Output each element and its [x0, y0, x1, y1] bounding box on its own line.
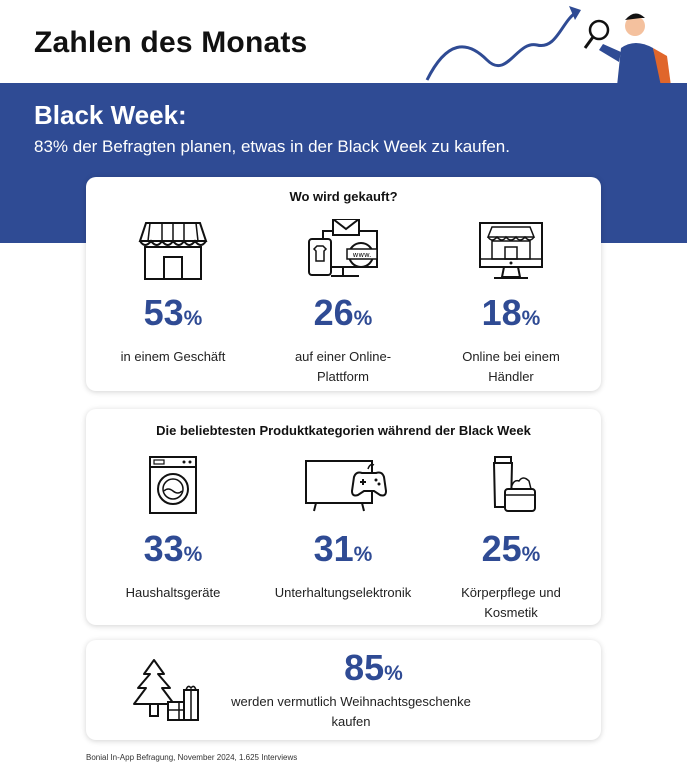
stat-store: 53% in einem Geschäft: [88, 219, 258, 367]
stat-label: Haushaltsgeräte: [125, 585, 221, 600]
card-heading: Die beliebtesten Produktkategorien währe…: [156, 423, 531, 438]
stat-label-line2: Plattform: [316, 369, 369, 384]
stat-value: 31: [313, 528, 354, 569]
stat-value: 33: [143, 528, 184, 569]
stat-value: 26: [313, 292, 354, 333]
svg-text:www.: www.: [353, 251, 372, 259]
stat-online-platform: www. 26% auf einer Online- Plattform: [258, 219, 428, 387]
stat-unit: %: [353, 307, 373, 330]
stat-label-line2: Händler: [488, 369, 534, 384]
stat-unit: %: [521, 307, 541, 330]
gift-stat-value: 85: [344, 647, 385, 688]
stat-value: 53: [143, 292, 184, 333]
online-platform-icon: www.: [308, 219, 378, 277]
stat-label: Körperpflege und: [461, 585, 561, 600]
gift-stat-unit: %: [384, 662, 403, 685]
stat-value: 18: [481, 292, 522, 333]
stat-value: 25: [481, 528, 522, 569]
where-to-buy-card: Wo wird gekauft? 53% in einem Geschäft: [86, 177, 601, 391]
gift-stat-label: werden vermutlich Weihnachtsgeschenke: [231, 694, 471, 709]
cosmetics-icon: [492, 456, 536, 512]
stat-label: auf einer Online-: [294, 349, 392, 364]
stat-label: Unterhaltungselektronik: [274, 585, 412, 600]
banner-title: Black Week:: [34, 100, 187, 130]
stat-online-retailer: 18% Online bei einem Händler: [426, 219, 596, 387]
card-heading: Wo wird gekauft?: [289, 189, 398, 204]
christmas-gifts-card: 85% werden vermutlich Weihnachtsgeschenk…: [86, 640, 601, 740]
stat-cosmetics: 25% Körperpflege und Kosmetik: [426, 455, 596, 623]
tv-gamepad-icon: [305, 460, 388, 512]
product-categories-card: Die beliebtesten Produktkategorien währe…: [86, 409, 601, 625]
online-shop-monitor-icon: [479, 222, 543, 279]
source-footnote: Bonial In-App Befragung, November 2024, …: [86, 753, 298, 762]
page-title: Zahlen des Monats: [34, 26, 308, 59]
banner-subtitle: 83% der Befragten planen, etwas in der B…: [34, 137, 510, 156]
stat-unit: %: [183, 543, 203, 566]
gift-stat-label-line2: kaufen: [331, 714, 371, 729]
stat-label: Online bei einem: [462, 349, 560, 364]
growth-chart-person-illustration: [425, 6, 671, 86]
stat-unit: %: [521, 543, 541, 566]
storefront-icon: [138, 222, 208, 280]
stat-electronics: 31% Unterhaltungselektronik: [258, 455, 428, 603]
stat-unit: %: [183, 307, 203, 330]
christmas-tree-gifts-icon: [133, 659, 199, 721]
stat-household: 33% Haushaltsgeräte: [88, 455, 258, 603]
washing-machine-icon: [149, 456, 197, 514]
stat-label: in einem Geschäft: [120, 349, 226, 364]
stat-label-line2: Kosmetik: [484, 605, 538, 620]
stat-unit: %: [353, 543, 373, 566]
